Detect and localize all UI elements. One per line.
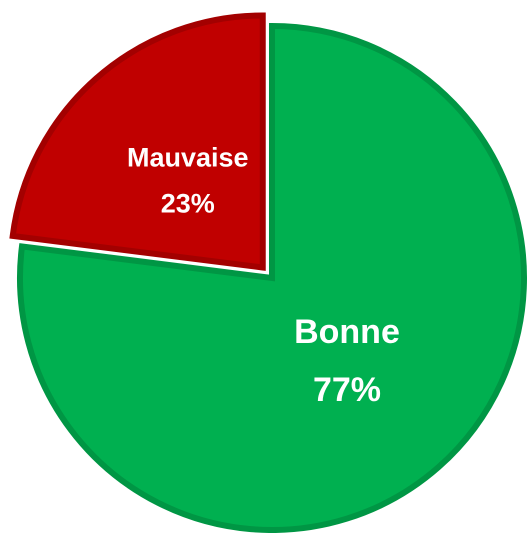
pie-slice xyxy=(9,12,266,271)
slice-value-label: 77% xyxy=(313,371,381,409)
slice-category-label: Bonne xyxy=(294,313,400,351)
slice-category-label: Mauvaise xyxy=(127,143,249,173)
pie-slice xyxy=(17,22,527,533)
slice-value-label: 23% xyxy=(161,189,215,219)
